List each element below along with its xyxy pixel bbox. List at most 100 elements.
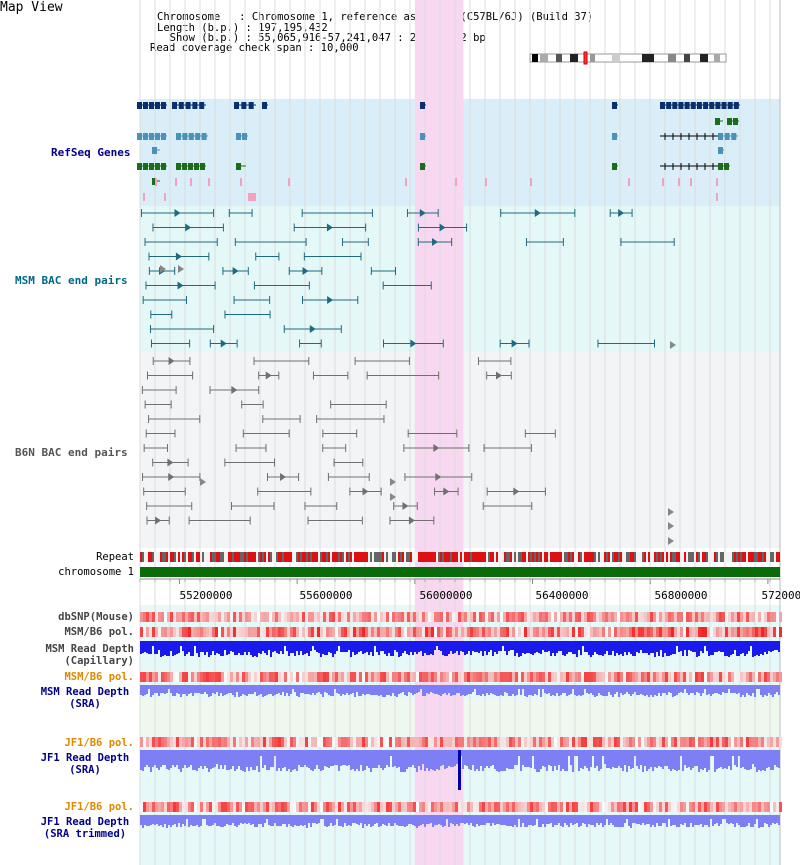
ideogram-band — [714, 54, 720, 62]
repeat-segment — [384, 552, 386, 562]
read-depth-bar — [236, 641, 238, 655]
polymorphism-cell — [677, 612, 680, 622]
read-depth-bar — [422, 815, 424, 824]
read-depth-bar — [262, 750, 264, 768]
repeat-segment — [544, 552, 546, 562]
refseq-marker — [248, 193, 256, 201]
bac-end-arrow — [668, 508, 674, 516]
polymorphism-cell — [188, 672, 191, 682]
repeat-segment — [150, 552, 152, 562]
read-depth-bar — [420, 815, 422, 825]
repeat-segment — [496, 552, 498, 562]
polymorphism-cell — [320, 627, 323, 637]
polymorphism-cell — [404, 672, 407, 682]
polymorphism-cell — [167, 672, 170, 682]
read-depth-bar — [142, 685, 144, 696]
repeat-segment — [654, 552, 656, 562]
read-depth-bar — [294, 685, 296, 692]
polymorphism-cell — [491, 612, 494, 622]
read-depth-bar — [330, 641, 332, 653]
read-depth-bar — [144, 815, 146, 825]
polymorphism-cell — [281, 627, 284, 637]
read-depth-bar — [394, 815, 396, 823]
repeat-segment — [690, 552, 692, 562]
repeat-segment — [172, 552, 174, 562]
polymorphism-cell — [341, 627, 344, 637]
read-depth-bar — [278, 685, 280, 693]
polymorphism-cell — [260, 802, 263, 812]
read-depth-bar — [760, 750, 762, 771]
read-depth-bar — [274, 685, 276, 695]
read-depth-bar — [154, 815, 156, 825]
polymorphism-cell — [191, 612, 194, 622]
read-depth-bar — [202, 750, 204, 769]
polymorphism-cell — [410, 627, 413, 637]
polymorphism-cell — [737, 737, 740, 747]
read-depth-bar — [186, 750, 188, 768]
read-depth-bar — [174, 641, 176, 655]
read-depth-bar — [520, 685, 522, 695]
read-depth-bar — [266, 685, 268, 695]
read-depth-bar — [758, 750, 760, 770]
polymorphism-cell — [254, 802, 257, 812]
repeat-segment — [250, 552, 252, 562]
polymorphism-cell — [578, 627, 581, 637]
read-depth-bar — [560, 641, 562, 651]
read-depth-bar — [514, 750, 516, 765]
polymorphism-cell — [464, 627, 467, 637]
read-depth-bar — [608, 815, 610, 825]
polymorphism-cell — [278, 612, 281, 622]
polymorphism-cell — [503, 627, 506, 637]
polymorphism-cell — [380, 737, 383, 747]
polymorphism-cell — [512, 627, 515, 637]
refseq-genes-label[interactable]: RefSeq Genes — [51, 146, 131, 159]
read-depth-bar — [414, 685, 416, 694]
read-depth-bar — [506, 815, 508, 826]
polymorphism-cell — [215, 737, 218, 747]
polymorphism-cell — [563, 737, 566, 747]
read-depth-bar — [576, 685, 578, 696]
read-depth-bar — [250, 685, 252, 694]
read-depth-bar — [578, 750, 580, 771]
read-depth-bar — [388, 815, 390, 823]
read-depth-bar — [620, 685, 622, 693]
msm-bac-label[interactable]: MSM BAC end pairs — [15, 274, 128, 287]
polymorphism-cell — [581, 672, 584, 682]
polymorphism-cell — [743, 612, 746, 622]
read-depth-bar — [300, 750, 302, 767]
polymorphism-cell — [389, 627, 392, 637]
read-depth-bar — [498, 815, 500, 824]
read-depth-bar — [434, 641, 436, 650]
read-depth-bar — [660, 641, 662, 650]
polymorphism-cell — [242, 627, 245, 637]
polymorphism-cell — [659, 627, 662, 637]
gene-exon — [236, 163, 241, 170]
read-depth-bar — [150, 815, 152, 825]
polymorphism-cell — [230, 672, 233, 682]
polymorphism-cell — [488, 627, 491, 637]
read-depth-bar — [422, 750, 424, 764]
repeat-segment — [744, 552, 746, 562]
read-depth-bar — [660, 815, 662, 826]
polymorphism-cell — [770, 802, 773, 812]
bac-end-arrow — [178, 265, 184, 273]
polymorphism-cell — [332, 627, 335, 637]
b6n-bac-label[interactable]: B6N BAC end pairs — [15, 446, 128, 459]
read-depth-bar — [494, 685, 496, 695]
polymorphism-cell — [278, 627, 281, 637]
polymorphism-cell — [761, 802, 764, 812]
read-depth-bar — [202, 815, 204, 819]
polymorphism-cell — [425, 802, 428, 812]
read-depth-bar — [410, 750, 412, 767]
repeat-segment — [574, 552, 576, 562]
read-depth-bar — [344, 685, 346, 695]
read-depth-bar — [570, 685, 572, 694]
read-depth-bar — [208, 815, 210, 826]
repeat-segment — [606, 552, 608, 562]
polymorphism-cell — [230, 627, 233, 637]
read-depth-bar — [526, 750, 528, 767]
read-depth-bar — [538, 815, 540, 827]
polymorphism-cell — [749, 737, 752, 747]
polymorphism-cell — [290, 802, 293, 812]
